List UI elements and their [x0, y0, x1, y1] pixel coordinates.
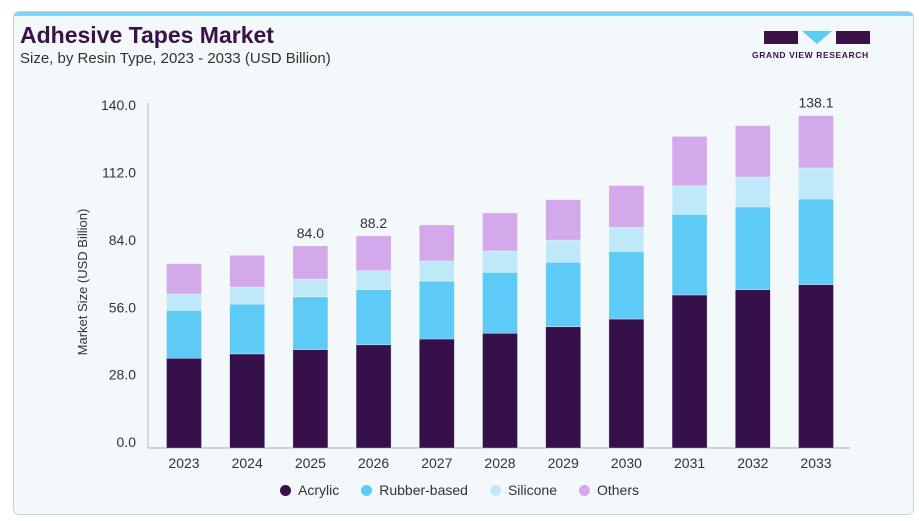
legend-swatch [578, 484, 590, 496]
legend-label: Rubber-based [379, 482, 468, 498]
bar-segment-acrylic [229, 353, 265, 449]
bar-segment-others [229, 254, 265, 288]
bar-segment-others [671, 136, 708, 187]
bar-segment-rubber-based [229, 303, 265, 355]
data-label: 138.1 [798, 95, 833, 111]
legend-label: Silicone [507, 482, 557, 498]
legend-swatch [361, 484, 373, 496]
bar-segment-rubber-based [166, 310, 202, 359]
bar-segment-acrylic [798, 284, 834, 449]
y-tick-label: 0.0 [117, 434, 137, 450]
bar-segment-others [418, 224, 455, 262]
bar-segment-silicone [798, 167, 834, 200]
bar-segment-others [355, 235, 392, 271]
legend-label: Others [596, 482, 639, 498]
x-tick-label: 2031 [674, 455, 705, 471]
data-label: 88.2 [360, 215, 387, 231]
y-tick-label: 56.0 [109, 299, 136, 315]
bar-segment-rubber-based [482, 272, 518, 334]
data-label: 84.0 [297, 225, 324, 241]
bar-segment-acrylic [482, 332, 518, 449]
bar-segment-acrylic [671, 294, 708, 449]
bar-segment-silicone [292, 278, 329, 298]
legend-item-acrylic: Acrylic [279, 482, 340, 498]
bar-segment-acrylic [545, 326, 582, 449]
bar-segment-silicone [482, 250, 518, 273]
bar-segment-silicone [608, 227, 645, 252]
grand-view-research-logo [764, 31, 870, 44]
bar-segment-rubber-based [545, 261, 582, 328]
legend: Acrylic Rubber-based Silicone Others [0, 482, 919, 498]
bar-segment-acrylic [292, 349, 329, 449]
legend-item-others: Others [578, 482, 639, 498]
bar-segment-rubber-based [671, 214, 708, 296]
logo-text: GRAND VIEW RESEARCH [752, 50, 869, 60]
x-tick-label: 2028 [484, 455, 515, 471]
bar-segment-others [482, 212, 518, 252]
x-tick-label: 2030 [611, 455, 642, 471]
bar-segment-others [608, 185, 645, 228]
y-axis-label: Market Size (USD Billion) [75, 209, 90, 356]
bar-segment-rubber-based [418, 280, 455, 340]
bar-segment-others [166, 263, 202, 295]
y-tick-label: 28.0 [109, 367, 136, 383]
chart-title: Adhesive Tapes Market [20, 22, 274, 48]
bar-segment-acrylic [734, 289, 771, 449]
bar-segment-acrylic [608, 318, 645, 449]
x-tick-label: 2025 [295, 455, 326, 471]
bar-segment-silicone [229, 286, 265, 305]
y-tick-label: 84.0 [109, 232, 136, 248]
x-tick-label: 2024 [232, 455, 263, 471]
bar-segment-rubber-based [292, 296, 329, 350]
bar-segment-silicone [545, 239, 582, 263]
chart-subtitle: Size, by Resin Type, 2023 - 2033 (USD Bi… [20, 50, 331, 67]
bar-segment-silicone [734, 176, 771, 208]
x-tick-label: 2023 [168, 455, 199, 471]
x-tick-label: 2032 [737, 455, 768, 471]
bar-segment-rubber-based [355, 289, 392, 346]
bar-segment-others [545, 199, 582, 241]
bar-segment-others [798, 115, 834, 169]
bar-segment-acrylic [418, 338, 455, 449]
bar-segment-silicone [671, 185, 708, 215]
legend-item-rubber-based: Rubber-based [361, 482, 468, 498]
legend-item-silicone: Silicone [489, 482, 557, 498]
y-tick-label: 140.0 [101, 97, 136, 113]
bar-segment-silicone [166, 293, 202, 311]
bar-segment-rubber-based [798, 198, 834, 285]
y-tick-label: 112.0 [102, 165, 136, 181]
x-tick-label: 2033 [800, 455, 831, 471]
legend-swatch [489, 484, 501, 496]
x-tick-label: 2026 [358, 455, 389, 471]
top-accent-bar [14, 12, 913, 16]
bar-segment-others [734, 125, 771, 178]
bar-segment-silicone [355, 270, 392, 290]
legend-swatch [279, 484, 291, 496]
bar-segment-others [292, 245, 329, 280]
bar-segment-rubber-based [734, 206, 771, 290]
x-tick-label: 2027 [421, 455, 452, 471]
bar-segment-rubber-based [608, 251, 645, 320]
bar-segment-acrylic [166, 357, 202, 449]
bar-segment-acrylic [355, 344, 392, 449]
x-tick-label: 2029 [548, 455, 579, 471]
legend-label: Acrylic [297, 482, 340, 498]
bar-segment-silicone [418, 260, 455, 282]
